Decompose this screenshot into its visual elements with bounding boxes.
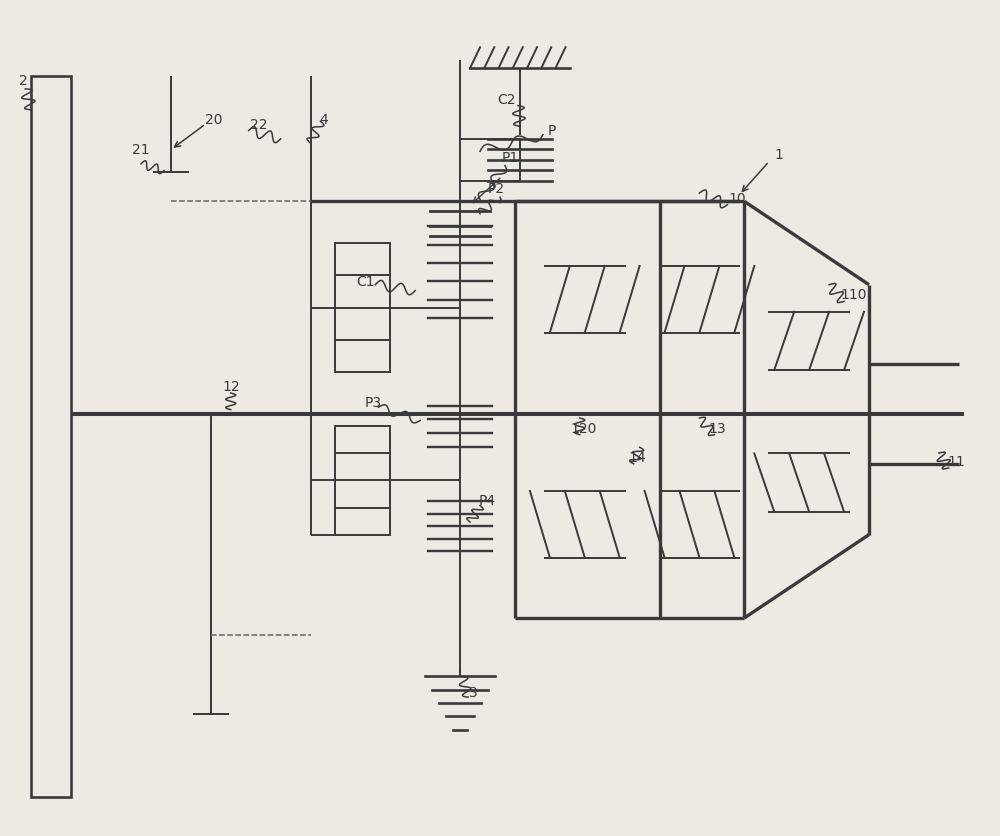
Text: C2: C2 (498, 93, 516, 107)
Text: 120: 120 (571, 422, 597, 436)
Bar (31, 76, 71, 797)
Text: C1: C1 (356, 275, 375, 289)
Text: 14: 14 (629, 451, 646, 465)
Text: 12: 12 (222, 380, 240, 394)
Text: P4: P4 (478, 494, 496, 508)
Text: P3: P3 (365, 396, 382, 410)
Text: 2: 2 (19, 74, 28, 88)
Text: 11: 11 (948, 455, 966, 469)
Text: P2: P2 (487, 182, 505, 196)
Text: 21: 21 (132, 143, 150, 156)
Text: 13: 13 (709, 422, 726, 436)
Text: 1: 1 (775, 148, 784, 161)
Text: 3: 3 (469, 686, 477, 700)
Bar (335, 426, 390, 535)
Text: 110: 110 (841, 288, 867, 302)
Text: 10: 10 (729, 192, 746, 206)
Text: P1: P1 (501, 151, 519, 165)
Text: 4: 4 (319, 113, 328, 127)
Text: P: P (548, 124, 556, 138)
Text: 20: 20 (205, 113, 223, 127)
Bar (335, 243, 390, 372)
Text: 22: 22 (250, 118, 267, 132)
